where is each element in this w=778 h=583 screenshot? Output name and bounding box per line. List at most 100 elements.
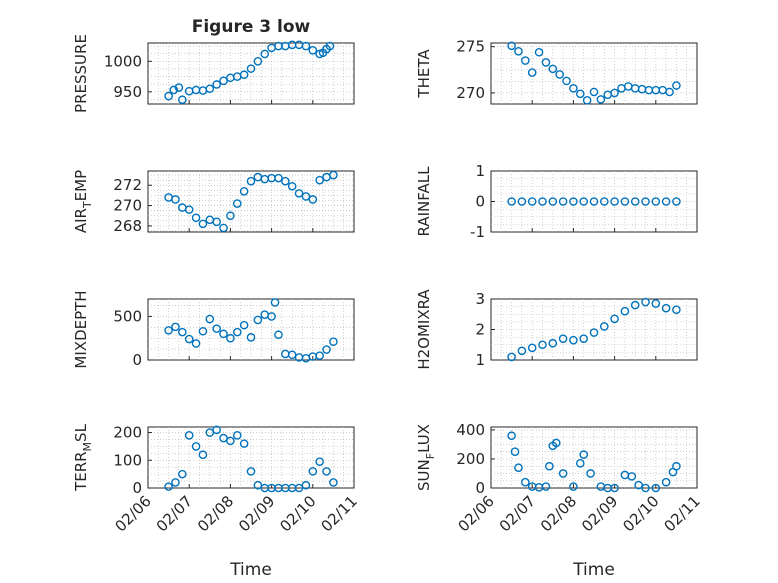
axes-h2omixra: 1 2 3 H2OMIXRA [415,289,698,370]
data-point [545,461,554,471]
data-point [301,192,311,201]
x-tick-label: 02/10 [619,492,662,535]
data-point [315,175,324,185]
data-point [510,447,520,456]
data-point [171,322,180,332]
data-point [641,483,650,493]
data-point [239,70,249,80]
data-point [253,57,263,66]
data-point [219,76,228,86]
data-point [521,56,530,65]
y-tick-label: 100 [113,451,142,469]
data-point [315,457,324,466]
data-point [558,334,568,343]
data-point [198,219,208,229]
data-point [191,213,201,223]
axes-mixdepth: 0 500 MIXDEPTH [72,290,355,369]
data-point [661,477,671,487]
x-axis-label-left: Time [229,560,272,580]
data-point [521,477,530,487]
data-point [219,223,228,233]
data-point [239,439,249,448]
data-point [551,438,561,448]
data-point [164,326,173,335]
x-tick-label: 02/08 [537,492,580,535]
data-point [322,345,331,354]
x-tick-label: 02/09 [235,492,278,535]
data-point [191,339,201,348]
x-axis-label-right: Time [572,560,615,580]
data-point [270,298,280,307]
data-point [246,467,256,476]
data-point [634,480,643,490]
data-point [569,83,578,93]
data-point [582,96,592,105]
data-point [661,197,671,206]
data-point [507,197,516,206]
y-tick-label: 1000 [104,52,142,70]
data-point [171,195,180,204]
data-point [596,95,606,104]
data-point [630,197,640,206]
data-point [589,87,599,97]
data-point [232,431,242,440]
data-point [308,46,318,55]
data-point [274,173,283,183]
data-point [325,41,335,51]
x-tick-label: 02/09 [578,492,621,535]
data-point [507,41,516,51]
data-point [514,463,523,472]
y-tick-label: 268 [113,217,142,235]
data-point [558,197,568,206]
x-tick-label: 02/07 [496,492,539,535]
figure-title: Figure 3 low [192,17,311,37]
data-point [239,320,249,330]
data-point [541,482,551,491]
data-point [212,80,221,89]
y-tick-label: 0 [475,193,485,211]
y-axis-label: H2OMIXRA [415,289,433,370]
x-tick-label: 02/08 [194,492,237,535]
x-tick-label: 02/10 [276,492,319,535]
data-point [672,461,681,471]
data-point [232,327,242,337]
data-point [260,49,270,59]
data-point [627,472,637,481]
y-tick-label: 200 [456,450,485,468]
data-point [308,195,318,204]
data-point [198,326,208,336]
data-point [226,436,235,446]
y-axis-label: MIXDEPTH [72,290,90,368]
data-point [178,95,187,105]
data-point [589,328,599,337]
data-point [198,450,208,460]
y-tick-label: 1 [475,162,485,180]
data-point [169,85,179,95]
data-point [287,181,297,191]
data-point [534,47,544,57]
y-tick-label: 3 [475,290,485,308]
x-tick-label: 02/11 [661,492,704,535]
data-point [239,187,249,196]
data-point [620,306,630,316]
data-point [329,337,338,347]
y-tick-label: -1 [470,223,485,241]
axes-theta: 270 275 THETA [415,38,698,105]
data-point [164,91,173,101]
data-point [226,333,235,343]
data-point [651,299,661,308]
y-axis-label: PRESSURE [72,34,90,113]
y-axis-label: THETA [415,49,433,99]
y-tick-label: 1 [475,351,485,369]
y-tick-label: 272 [113,176,142,194]
data-point [665,87,674,97]
data-point [651,483,661,493]
data-point [600,322,609,331]
data-point [569,197,578,206]
y-tick-label: 270 [456,84,485,102]
data-point [610,197,619,206]
data-point [226,211,235,221]
